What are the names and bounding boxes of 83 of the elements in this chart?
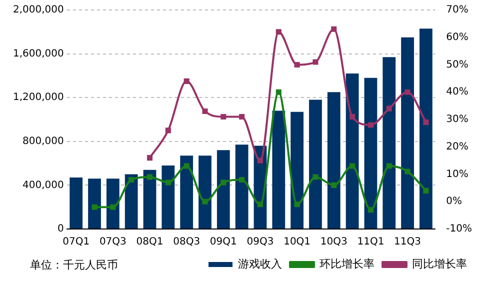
bar	[143, 170, 156, 228]
point	[202, 198, 208, 204]
point	[146, 155, 153, 161]
point	[110, 204, 116, 210]
y2-tick-label: 0%	[446, 196, 462, 208]
y2-tick-label: -10%	[446, 224, 472, 235]
bar	[88, 178, 101, 228]
bar	[272, 110, 286, 228]
point	[165, 128, 171, 134]
point	[276, 89, 282, 95]
bar	[327, 92, 340, 228]
legend-label: 同比增长率	[412, 257, 467, 270]
point	[350, 163, 356, 169]
y2-tick-label: 70%	[446, 4, 468, 16]
y2-tick-label: 10%	[446, 168, 468, 180]
legend-label: 游戏收入	[238, 257, 282, 270]
point	[294, 62, 300, 68]
point	[350, 114, 356, 120]
bar	[401, 37, 414, 228]
point	[331, 26, 337, 32]
point	[404, 89, 410, 95]
point	[386, 106, 392, 112]
point	[202, 108, 208, 114]
x-tick-label: 08Q1	[136, 236, 164, 248]
bar	[364, 78, 378, 228]
x-tick-label: 11Q3	[394, 236, 422, 248]
y2-tick-label: 60%	[446, 32, 468, 43]
bar	[290, 112, 304, 228]
point	[312, 174, 318, 180]
y-tick-label: 1,600,000	[12, 48, 64, 60]
legend-label: 环比增长率	[320, 257, 374, 270]
y2-tick-label: 20%	[446, 141, 468, 152]
point	[184, 78, 190, 84]
point	[92, 204, 98, 210]
point	[276, 29, 282, 35]
bar	[309, 100, 322, 228]
point	[423, 188, 429, 194]
y-tick-label: 2,000,000	[12, 4, 64, 16]
bar	[346, 74, 359, 228]
point	[146, 174, 153, 180]
point	[220, 114, 226, 120]
point	[239, 176, 245, 182]
point	[386, 163, 392, 169]
point	[312, 59, 318, 65]
point	[294, 202, 300, 208]
point	[257, 202, 264, 208]
y-tick-label: 1,200,000	[12, 92, 64, 104]
x-tick-label: 07Q1	[62, 236, 90, 248]
point	[404, 168, 410, 174]
bar	[216, 150, 230, 228]
bar	[106, 178, 120, 228]
y-tick-label: 800,000	[22, 136, 64, 147]
point	[128, 176, 134, 182]
x-tick-label: 09Q1	[210, 236, 237, 248]
bar	[420, 28, 432, 228]
bar	[162, 165, 175, 228]
bar	[70, 178, 83, 228]
point	[368, 122, 374, 128]
bar	[198, 156, 212, 228]
text: 单位：千元人民币	[30, 258, 118, 272]
point	[368, 207, 374, 213]
x-tick-label: 09Q3	[246, 236, 274, 248]
point	[257, 158, 264, 164]
point	[184, 163, 190, 169]
point	[165, 180, 171, 186]
bar	[180, 156, 194, 228]
x-tick-label: 10Q1	[284, 236, 311, 248]
y2-tick-label: 40%	[446, 86, 468, 98]
point	[220, 180, 226, 186]
point	[331, 182, 337, 188]
y-tick-label: 400,000	[22, 180, 64, 191]
bar	[124, 174, 138, 228]
y-tick-label: 0	[58, 224, 64, 235]
x-tick-label: 08Q3	[173, 236, 200, 248]
x-tick-label: 07Q3	[99, 236, 126, 248]
point	[423, 119, 429, 126]
bar	[382, 57, 396, 228]
x-tick-label: 11Q1	[357, 236, 384, 248]
y2-tick-label: 50%	[446, 59, 468, 70]
bar	[235, 144, 248, 228]
point	[239, 114, 245, 120]
x-tick-label: 10Q3	[320, 236, 348, 248]
y2-tick-label: 30%	[446, 114, 468, 126]
